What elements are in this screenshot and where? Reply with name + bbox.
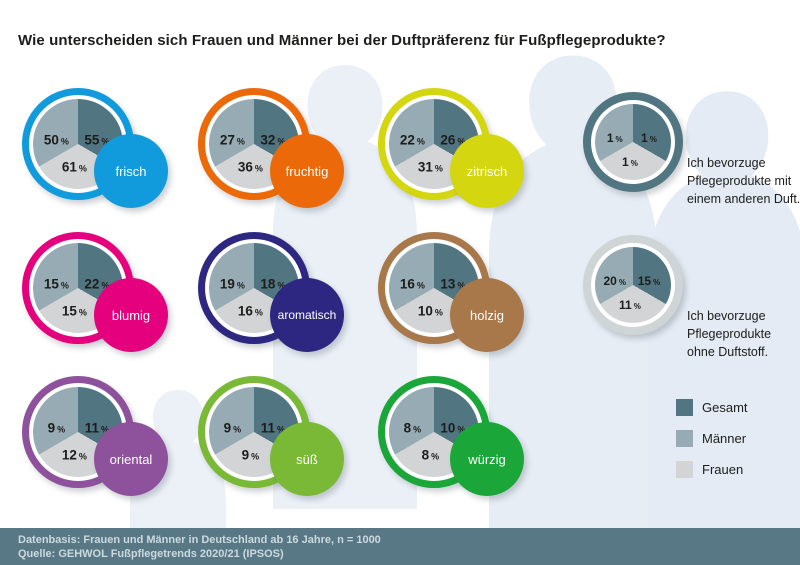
value-gesamt: 15% <box>637 274 661 289</box>
legend-label-maenner: Männer <box>702 431 747 446</box>
pie-ring: 1% 1% 1% <box>583 92 683 192</box>
scent-label-wuerzig: würzig <box>450 422 524 496</box>
legend-swatch-frauen <box>676 461 693 478</box>
value-maenner: 9% <box>223 420 242 435</box>
pie-chart-ohne-duftstoff: 20% 15% 11% <box>595 247 671 323</box>
value-frauen: 15% <box>61 303 87 319</box>
pie-group-anderer-duft: 1% 1% 1% Ich bevorzuge Pflegeprodukte mi… <box>583 92 800 222</box>
pie-group-zitrisch: 22% 26% 31% zitrisch <box>378 88 568 218</box>
value-frauen: 9% <box>241 447 260 463</box>
value-maenner: 8% <box>403 420 422 435</box>
pie-chart-anderer-duft: 1% 1% 1% <box>595 104 671 180</box>
pie-group-ohne-duftstoff: 20% 15% 11% Ich bevorzuge Pflegeprodukte… <box>583 235 773 365</box>
value-maenner: 15% <box>43 276 69 291</box>
value-frauen: 11% <box>619 297 641 312</box>
pie-group-fruchtig: 27% 32% 36% fruchtig <box>198 88 388 218</box>
legend-label-frauen: Frauen <box>702 462 744 477</box>
pie-group-oriental: 9% 11% 12% oriental <box>22 376 212 506</box>
value-frauen: 12% <box>61 447 87 463</box>
value-maenner: 50% <box>43 132 69 147</box>
source-footer: Datenbasis: Frauen und Männer in Deutsch… <box>0 528 800 565</box>
value-frauen: 8% <box>421 447 440 463</box>
pie-ring: 16% 13% 10% <box>378 232 490 344</box>
value-gesamt: 22% <box>84 276 110 291</box>
value-frauen: 16% <box>237 303 263 319</box>
scent-label-oriental: oriental <box>94 422 168 496</box>
legend-swatch-gesamt <box>676 399 693 416</box>
value-gesamt: 32% <box>260 132 286 147</box>
legend-item-frauen: Frauen <box>676 461 748 478</box>
scent-label-holzig: holzig <box>450 278 524 352</box>
value-gesamt: 10% <box>440 420 466 435</box>
value-gesamt: 18% <box>260 276 286 291</box>
scent-label-fruchtig: fruchtig <box>270 134 344 208</box>
value-maenner: 19% <box>219 276 245 291</box>
value-gesamt: 11% <box>260 420 286 435</box>
pie-group-holzig: 16% 13% 10% holzig <box>378 232 568 362</box>
value-frauen: 61% <box>61 159 87 175</box>
pie-group-wuerzig: 8% 10% 8% würzig <box>378 376 568 506</box>
legend-swatch-maenner <box>676 430 693 447</box>
value-maenner: 22% <box>399 132 425 147</box>
legend-label-gesamt: Gesamt <box>702 400 748 415</box>
value-maenner: 1% <box>606 131 623 146</box>
value-gesamt: 26% <box>440 132 466 147</box>
value-frauen: 1% <box>622 154 638 169</box>
scent-label-blumig: blumig <box>94 278 168 352</box>
footer-databasis: Datenbasis: Frauen und Männer in Deutsch… <box>18 534 381 546</box>
value-frauen: 10% <box>417 303 443 319</box>
annotation-ohne-duftstoff: Ich bevorzuge Pflegeprodukte ohne Duftst… <box>687 309 772 359</box>
annotation-anderer-duft: Ich bevorzuge Pflegeprodukte mit einem a… <box>687 156 800 206</box>
footer-source: Quelle: GEHWOL Fußpflegetrends 2020/21 (… <box>18 548 284 560</box>
scent-label-suess: süß <box>270 422 344 496</box>
legend-item-gesamt: Gesamt <box>676 399 748 416</box>
value-maenner: 20% <box>603 274 626 289</box>
scent-label-aromatisch: aromatisch <box>270 278 344 352</box>
pie-group-suess: 9% 11% 9% süß <box>198 376 388 506</box>
value-maenner: 9% <box>47 420 66 435</box>
value-gesamt: 13% <box>440 276 466 291</box>
legend: Gesamt Männer Frauen <box>676 399 748 492</box>
pie-group-blumig: 15% 22% 15% blumig <box>22 232 212 362</box>
page-title: Wie unterscheiden sich Frauen und Männer… <box>18 32 666 50</box>
value-gesamt: 1% <box>641 131 657 146</box>
value-gesamt: 55% <box>84 132 110 147</box>
scent-label-frisch: frisch <box>94 134 168 208</box>
value-maenner: 27% <box>219 132 245 147</box>
value-frauen: 36% <box>237 159 263 175</box>
scent-label-zitrisch: zitrisch <box>450 134 524 208</box>
value-gesamt: 11% <box>84 420 110 435</box>
pie-group-frisch: 50% 55% 61% frisch <box>22 88 212 218</box>
legend-item-maenner: Männer <box>676 430 748 447</box>
value-maenner: 16% <box>399 276 425 291</box>
pie-ring: 20% 15% 11% <box>583 235 683 335</box>
value-frauen: 31% <box>417 159 443 175</box>
pie-group-aromatisch: 19% 18% 16% aromatisch <box>198 232 388 362</box>
